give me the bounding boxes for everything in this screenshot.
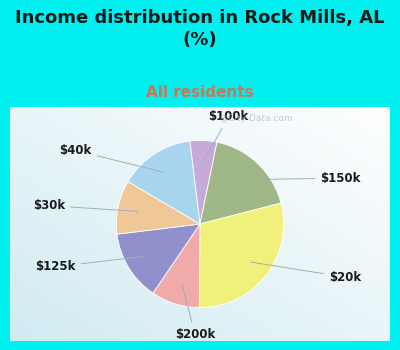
Text: $30k: $30k	[33, 199, 137, 212]
Text: $150k: $150k	[245, 172, 361, 184]
Wedge shape	[116, 182, 200, 234]
Text: Income distribution in Rock Mills, AL
(%): Income distribution in Rock Mills, AL (%…	[15, 9, 385, 49]
Wedge shape	[153, 224, 200, 308]
Wedge shape	[117, 224, 200, 293]
Text: $200k: $200k	[175, 285, 215, 341]
Text: $100k: $100k	[204, 111, 249, 160]
Text: $125k: $125k	[35, 256, 145, 273]
Wedge shape	[200, 142, 281, 224]
Wedge shape	[190, 140, 217, 224]
Text: @City-Data.com: @City-Data.com	[219, 114, 292, 123]
Text: $40k: $40k	[60, 144, 164, 172]
Text: All residents: All residents	[146, 85, 254, 100]
Wedge shape	[128, 141, 200, 224]
Wedge shape	[199, 203, 284, 308]
Text: $20k: $20k	[251, 262, 361, 284]
